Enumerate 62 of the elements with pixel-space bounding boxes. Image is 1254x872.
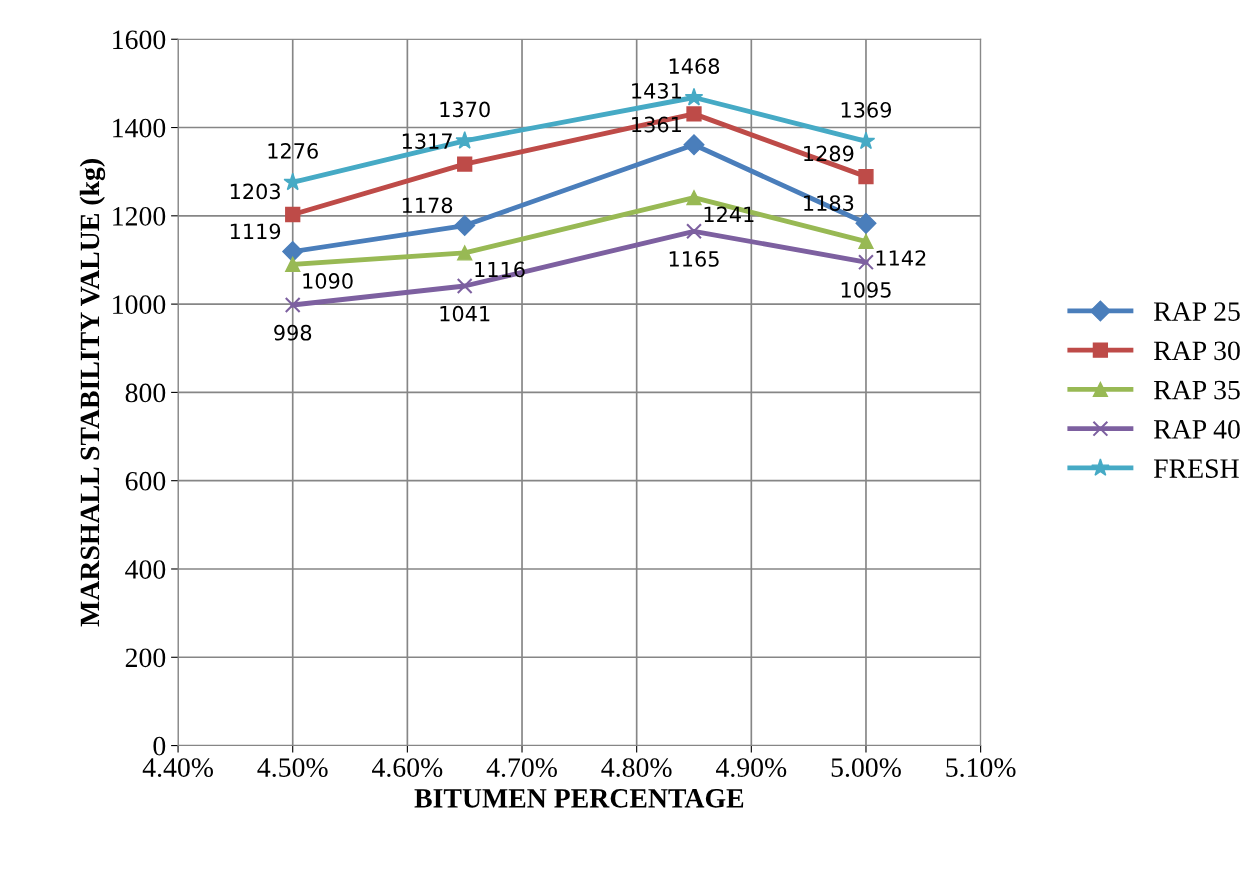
- point: [455, 131, 474, 149]
- point: [457, 245, 473, 261]
- legend-label: FRESH: [1153, 459, 1239, 478]
- x-tick-label: 4.50%: [257, 758, 328, 778]
- point: [285, 256, 301, 273]
- x-tick-label: 4.60%: [372, 758, 443, 778]
- data-label: 1203: [230, 183, 280, 200]
- point: [285, 206, 301, 223]
- y-tick-label: 1200: [113, 206, 166, 226]
- y-tick-label: 1600: [113, 30, 166, 50]
- x-tick-label: 4.40%: [142, 758, 213, 778]
- data-label: 1317: [402, 133, 452, 150]
- data-label: 1178: [402, 197, 453, 214]
- point: [456, 278, 473, 294]
- data-label: 1095: [841, 281, 891, 298]
- y-tick-label: 0: [153, 736, 166, 756]
- x-tick-label: 5.00%: [831, 758, 901, 778]
- point: [284, 297, 301, 313]
- legend-label: RAP 40: [1153, 419, 1240, 439]
- data-label: 1361: [632, 116, 681, 133]
- point: [686, 190, 702, 206]
- point: [283, 172, 303, 191]
- data-label: 1241: [704, 206, 754, 222]
- point: [686, 223, 702, 240]
- point: [858, 233, 874, 250]
- y-tick-label: 1400: [113, 118, 166, 138]
- y-tick-label: 600: [125, 471, 166, 491]
- point: [858, 168, 874, 185]
- data-label: 1369: [841, 101, 892, 118]
- data-label: 1431: [632, 82, 681, 99]
- point: [686, 106, 702, 122]
- point: [857, 254, 874, 271]
- legend-label: RAP 35: [1153, 380, 1240, 400]
- point: [282, 241, 304, 263]
- data-label: 998: [274, 324, 312, 341]
- y-tick-label: 200: [125, 648, 166, 668]
- legend-label: RAP 30: [1153, 341, 1240, 361]
- data-label: 1041: [440, 305, 490, 322]
- data-label: 1165: [669, 251, 719, 267]
- x-tick-label: 4.80%: [601, 758, 672, 778]
- data-label: 1116: [475, 261, 525, 278]
- data-label: 1289: [804, 145, 854, 162]
- point: [684, 87, 704, 106]
- x-axis-title: BITUMEN PERCENTAGE: [414, 788, 744, 808]
- data-label: 1276: [268, 143, 318, 159]
- data-label: 1468: [669, 58, 720, 75]
- y-tick-label: 800: [125, 383, 166, 403]
- x-tick-label: 4.90%: [715, 758, 787, 778]
- x-tick-label: 5.10%: [946, 758, 1016, 778]
- data-label: 1370: [440, 101, 490, 118]
- point: [855, 212, 877, 234]
- y-axis-title: MARSHALL STABILITY VALUE (kg): [79, 159, 106, 627]
- data-label: 1090: [303, 273, 353, 289]
- point: [457, 156, 473, 172]
- y-tick-label: 400: [125, 560, 166, 579]
- x-tick-label: 4.70%: [486, 758, 557, 778]
- point: [683, 134, 705, 156]
- point: [454, 215, 476, 237]
- legend-label: RAP 25: [1153, 302, 1240, 321]
- data-label: 1142: [876, 250, 926, 266]
- y-tick-label: 1000: [113, 295, 166, 315]
- data-label: 1119: [230, 223, 281, 240]
